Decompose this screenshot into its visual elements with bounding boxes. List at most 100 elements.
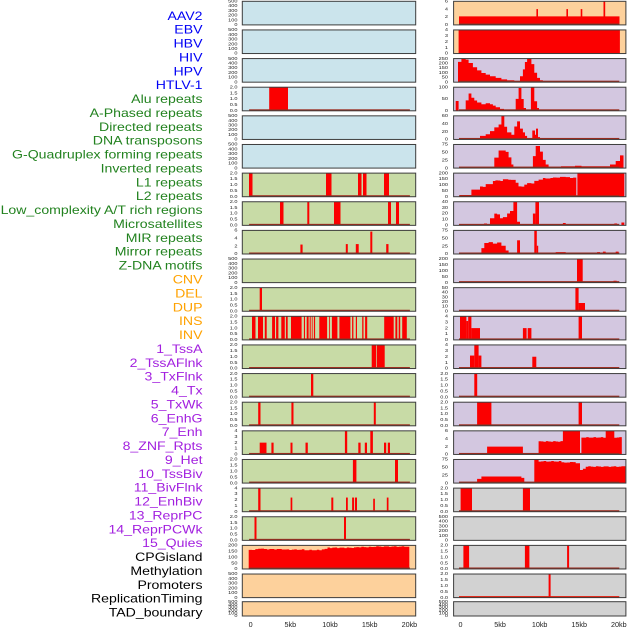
svg-text:100: 100 <box>228 611 237 617</box>
svg-text:2: 2 <box>445 14 448 20</box>
svg-text:50: 50 <box>442 75 448 81</box>
svg-text:0.0: 0.0 <box>440 395 448 401</box>
svg-text:1.5: 1.5 <box>230 320 238 326</box>
svg-text:ReplicationTiming: ReplicationTiming <box>91 592 203 606</box>
svg-text:2_TssAFlnk: 2_TssAFlnk <box>130 356 203 370</box>
svg-text:100: 100 <box>228 555 237 561</box>
svg-text:0.0: 0.0 <box>230 309 238 315</box>
svg-text:20: 20 <box>442 299 448 305</box>
svg-text:2.0: 2.0 <box>230 285 238 291</box>
svg-text:0.5: 0.5 <box>230 217 238 223</box>
svg-text:50: 50 <box>442 465 448 471</box>
svg-text:10kb: 10kb <box>322 620 338 629</box>
svg-text:2.0: 2.0 <box>230 85 238 91</box>
svg-text:50: 50 <box>442 188 448 194</box>
svg-text:2: 2 <box>445 39 448 45</box>
svg-text:5_TxWk: 5_TxWk <box>151 398 203 412</box>
svg-text:0: 0 <box>445 22 448 28</box>
svg-text:75: 75 <box>442 142 448 148</box>
svg-text:200: 200 <box>439 61 448 67</box>
svg-text:1.5: 1.5 <box>440 377 448 383</box>
svg-text:400: 400 <box>228 602 237 608</box>
svg-text:HIV: HIV <box>179 51 203 65</box>
svg-text:0.5: 0.5 <box>440 417 448 423</box>
svg-text:1.5: 1.5 <box>230 406 238 412</box>
svg-text:25: 25 <box>442 473 448 479</box>
svg-text:75: 75 <box>442 457 448 463</box>
svg-text:300: 300 <box>228 605 237 611</box>
svg-text:400: 400 <box>228 61 237 67</box>
svg-text:7_Enh: 7_Enh <box>162 425 203 439</box>
svg-text:0.5: 0.5 <box>230 475 238 481</box>
svg-text:100: 100 <box>439 533 448 539</box>
svg-text:300: 300 <box>439 524 448 530</box>
svg-text:0: 0 <box>445 166 448 172</box>
svg-text:DUP: DUP <box>173 300 203 314</box>
svg-text:1.5: 1.5 <box>230 520 238 526</box>
svg-text:400: 400 <box>228 32 237 38</box>
svg-text:0.0: 0.0 <box>440 595 448 601</box>
svg-text:400: 400 <box>228 261 237 267</box>
svg-text:200: 200 <box>228 608 237 614</box>
svg-text:Directed repeats: Directed repeats <box>99 120 203 134</box>
svg-text:1: 1 <box>234 503 237 509</box>
svg-text:HBV: HBV <box>174 37 203 51</box>
svg-text:CPGisland: CPGisland <box>135 550 202 564</box>
svg-text:0.0: 0.0 <box>230 481 238 487</box>
svg-text:300: 300 <box>228 37 237 43</box>
svg-text:4: 4 <box>445 7 448 13</box>
svg-text:150: 150 <box>439 176 448 182</box>
svg-text:20: 20 <box>442 129 448 135</box>
svg-text:0.0: 0.0 <box>440 509 448 515</box>
svg-text:2.0: 2.0 <box>440 543 448 549</box>
svg-text:100: 100 <box>228 275 237 281</box>
svg-text:0.0: 0.0 <box>230 538 238 544</box>
svg-text:200: 200 <box>228 127 237 133</box>
svg-text:100: 100 <box>439 268 448 274</box>
svg-text:0: 0 <box>234 595 237 601</box>
svg-text:2.0: 2.0 <box>230 514 238 520</box>
svg-text:300: 300 <box>228 65 237 71</box>
svg-text:0.0: 0.0 <box>440 566 448 572</box>
svg-text:100: 100 <box>228 18 237 24</box>
svg-text:4: 4 <box>445 436 448 442</box>
svg-text:4: 4 <box>445 27 448 33</box>
svg-text:200: 200 <box>439 171 448 177</box>
svg-text:2: 2 <box>234 244 237 250</box>
svg-text:10: 10 <box>442 217 448 223</box>
svg-text:4: 4 <box>234 486 237 492</box>
svg-text:0.5: 0.5 <box>230 360 238 366</box>
svg-text:0: 0 <box>445 366 448 372</box>
svg-text:L2 repeats: L2 repeats <box>136 189 203 203</box>
svg-text:1.0: 1.0 <box>230 96 238 102</box>
svg-text:1.0: 1.0 <box>230 354 238 360</box>
svg-text:0.0: 0.0 <box>230 337 238 343</box>
svg-text:75: 75 <box>442 228 448 234</box>
svg-text:2.0: 2.0 <box>440 400 448 406</box>
svg-text:2.0: 2.0 <box>440 571 448 577</box>
svg-text:EBV: EBV <box>174 23 203 37</box>
svg-text:50: 50 <box>442 274 448 280</box>
svg-text:40: 40 <box>442 121 448 127</box>
svg-text:0: 0 <box>445 481 448 487</box>
svg-text:0: 0 <box>445 80 448 86</box>
svg-text:500: 500 <box>439 514 448 520</box>
svg-text:0: 0 <box>234 137 237 143</box>
svg-text:1.0: 1.0 <box>230 383 238 389</box>
svg-text:2.0: 2.0 <box>230 342 238 348</box>
svg-text:15kb: 15kb <box>362 620 378 629</box>
svg-text:0: 0 <box>445 194 448 200</box>
svg-text:100: 100 <box>228 132 237 138</box>
svg-text:200: 200 <box>228 271 237 277</box>
svg-text:0.5: 0.5 <box>230 102 238 108</box>
svg-text:A-Phased repeats: A-Phased repeats <box>90 106 203 120</box>
svg-text:500: 500 <box>228 571 237 577</box>
svg-text:100: 100 <box>228 590 237 596</box>
svg-text:300: 300 <box>439 605 448 611</box>
svg-text:150: 150 <box>439 262 448 268</box>
svg-text:1.0: 1.0 <box>440 497 448 503</box>
svg-text:200: 200 <box>228 42 237 48</box>
svg-text:0.5: 0.5 <box>440 389 448 395</box>
svg-text:0.0: 0.0 <box>230 108 238 114</box>
svg-text:250: 250 <box>439 56 448 62</box>
